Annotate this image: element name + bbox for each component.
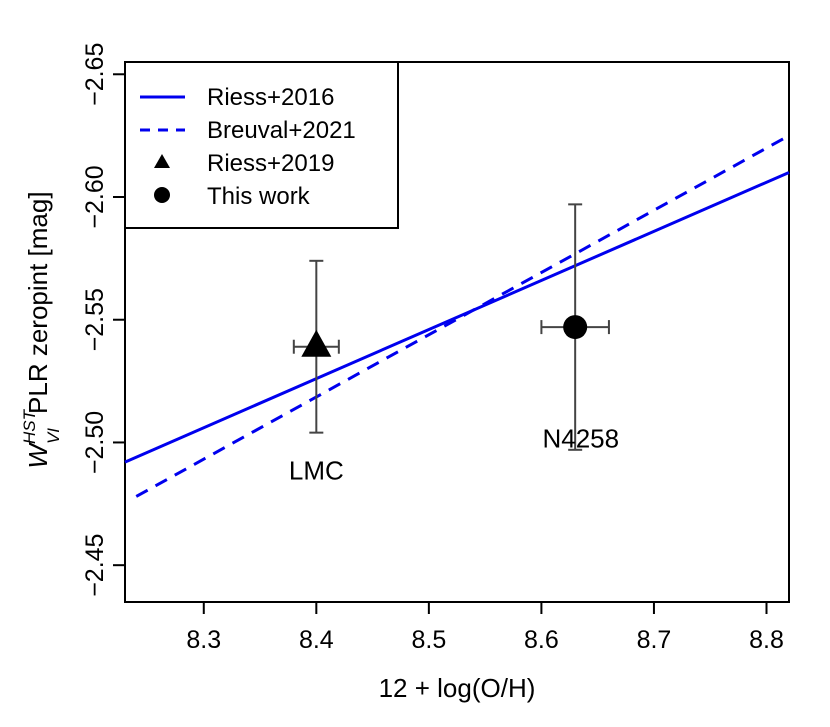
y-label-subscript: VI [44, 428, 63, 444]
legend-box [124, 61, 399, 229]
series-layer [124, 134, 790, 498]
y-tick-label: −2.65 [81, 43, 109, 106]
y-tick-label: −2.55 [81, 288, 109, 351]
x-tick-label: 8.8 [749, 626, 784, 654]
x-tick-label: 8.6 [524, 626, 559, 654]
x-axis-ticks: 8.3 8.4 8.5 8.6 8.7 8.8 [186, 601, 784, 654]
legend-label-this-work: This work [207, 183, 311, 210]
annotations: LMC N4258 [289, 423, 619, 485]
legend-label-breuval2021: Breuval+2021 [207, 117, 356, 144]
data-point-thiswork [563, 315, 588, 340]
x-axis-label: 12 + log(O/H) [379, 673, 536, 703]
y-label-text: PLR zeropint [mag] [23, 191, 53, 414]
x-tick-label: 8.7 [637, 626, 672, 654]
y-label-superscript: HST [20, 408, 39, 444]
series-line-breuval2021 [135, 134, 790, 498]
legend-swatch-this-work [154, 187, 170, 203]
annotation-lmc: LMC [289, 455, 344, 485]
data-point-riess2019 [301, 329, 332, 357]
x-tick-label: 8.4 [299, 626, 334, 654]
legend-swatch-riess2019 [154, 154, 170, 168]
legend-label-riess2016: Riess+2016 [207, 84, 334, 111]
legend-label-riess2019: Riess+2019 [207, 150, 334, 177]
y-axis-label: WHST VI PLR zeropint [mag] [20, 191, 63, 468]
y-label-symbol: W [23, 442, 53, 469]
annotation-n4258: N4258 [542, 423, 619, 453]
y-tick-label: −2.50 [81, 411, 109, 474]
series-line-riess2016 [124, 171, 790, 464]
y-axis-ticks: −2.45 −2.50 −2.55 −2.60 −2.65 [81, 43, 126, 597]
y-tick-label: −2.45 [81, 534, 109, 597]
legend: Riess+2016 Breuval+2021 Riess+2019 This … [124, 61, 399, 229]
y-tick-label: −2.60 [81, 165, 109, 228]
x-tick-label: 8.3 [186, 626, 221, 654]
x-tick-label: 8.5 [411, 626, 446, 654]
